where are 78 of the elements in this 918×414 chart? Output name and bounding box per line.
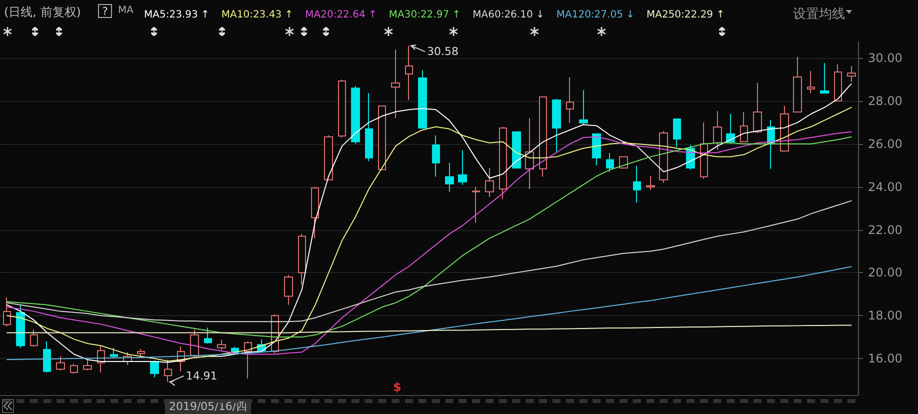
candlestick: [499, 126, 507, 200]
candlestick: [244, 341, 252, 379]
candlestick: [740, 111, 748, 142]
candlestick: [512, 131, 521, 168]
candlestick: [418, 70, 427, 130]
candlestick: [458, 150, 467, 186]
y-tick-label: 26.00: [868, 136, 902, 151]
candlestick: [847, 66, 856, 82]
y-tick-label: 30.00: [868, 51, 902, 66]
line-series: [6, 324, 852, 334]
line-series: [6, 200, 852, 322]
text: MA250:22.29 ↑: [646, 10, 725, 20]
legend-title: MA: [118, 5, 134, 16]
candlestick: [820, 62, 829, 94]
candlestick: [391, 49, 400, 119]
candlestick: [217, 339, 226, 350]
text: MA5:23.93 ↑: [144, 10, 210, 20]
candlestick: [579, 90, 588, 126]
candlestick: [793, 56, 802, 112]
candlestick: [539, 96, 547, 178]
y-tick-label: 20.00: [868, 266, 902, 280]
candlestick: [726, 113, 735, 144]
candlestick: [365, 92, 373, 162]
y-tick-label: 18.00: [868, 308, 902, 323]
candlestick: [606, 152, 614, 172]
candlestick: [552, 98, 561, 154]
candlestick: [646, 176, 655, 190]
candlestick: [485, 167, 494, 198]
candlestick: [351, 85, 360, 144]
y-tick-label: 24.00: [868, 180, 902, 194]
candlestick: [432, 134, 440, 178]
candlestick: [834, 64, 842, 102]
candlestick: [311, 186, 319, 239]
y-tick-label: 28.00: [868, 94, 902, 108]
candlestick: [137, 348, 145, 357]
candlestick: [445, 162, 454, 192]
candlestick: [56, 356, 65, 371]
candlestick: [110, 347, 118, 360]
candlestick: [619, 156, 628, 168]
line-series: [6, 266, 852, 360]
candlestick: [190, 329, 199, 358]
candlestick: [633, 165, 641, 204]
candlestick: [659, 130, 668, 184]
candlestick: [43, 340, 51, 373]
text: MA30:22.97 ↑: [388, 10, 461, 20]
candlestick: [472, 186, 480, 224]
candlestick: [338, 79, 346, 138]
text: MA20:22.64 ↑: [305, 10, 377, 20]
candlestick: [164, 359, 172, 382]
candlestick: [324, 134, 333, 181]
candlestick: [70, 363, 78, 374]
y-tick-label: 16.00: [868, 352, 902, 366]
annotation: 30.58: [427, 45, 459, 58]
text: ?: [98, 4, 112, 18]
candlestick: [30, 329, 38, 348]
candlestick: [378, 105, 386, 170]
text: MA120:27.05 ↓: [556, 10, 635, 20]
candlestick: [713, 110, 722, 150]
candlestick: [807, 70, 815, 94]
candlestick: [16, 304, 25, 348]
candlestick: [284, 274, 293, 306]
candlestick: [298, 234, 306, 286]
annotation: $: [393, 380, 402, 394]
text: MA60:26.10 ↓: [472, 10, 544, 20]
annotation: 14.91: [186, 369, 218, 382]
candlestick: [3, 297, 11, 327]
candlestick: [204, 327, 212, 344]
candlestick: [566, 76, 574, 124]
candlestick: [83, 359, 92, 371]
text: MA10:23.43 ↑: [221, 10, 294, 20]
candlestick: [525, 118, 534, 190]
candlestick: [150, 360, 159, 378]
candlestick: [592, 132, 601, 166]
chart-title: (日线, 前复权): [4, 4, 81, 21]
candlestick: [673, 118, 681, 148]
candlestick: [753, 82, 762, 134]
text: 设置均线: [793, 6, 845, 23]
y-tick-label: 22.00: [868, 222, 902, 237]
